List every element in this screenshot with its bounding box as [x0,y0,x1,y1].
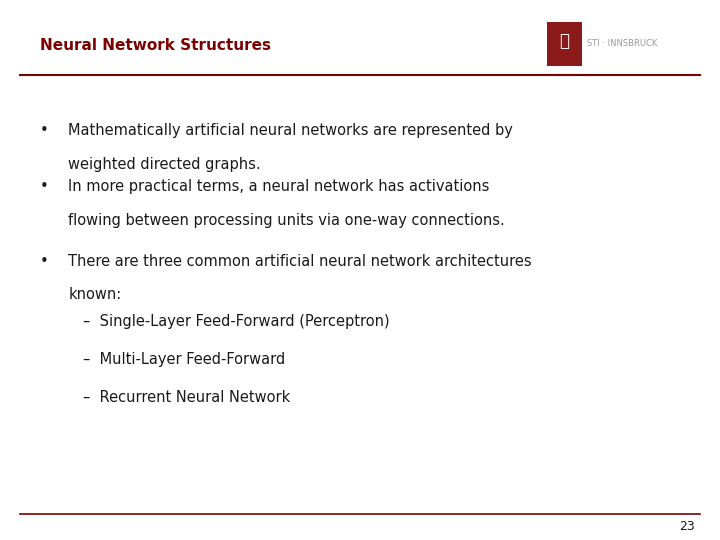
Text: ⛶: ⛶ [559,32,570,50]
Text: Mathematically artificial neural networks are represented by: Mathematically artificial neural network… [68,123,513,138]
Text: –  Multi-Layer Feed-Forward: – Multi-Layer Feed-Forward [83,352,285,367]
Text: In more practical terms, a neural network has activations: In more practical terms, a neural networ… [68,179,490,194]
Text: STI · INNSBRUCK: STI · INNSBRUCK [587,39,657,48]
Text: •: • [40,254,48,269]
Text: known:: known: [68,287,122,302]
Text: weighted directed graphs.: weighted directed graphs. [68,157,261,172]
Text: –  Single-Layer Feed-Forward (Perceptron): – Single-Layer Feed-Forward (Perceptron) [83,314,390,329]
Text: There are three common artificial neural network architectures: There are three common artificial neural… [68,254,532,269]
Text: •: • [40,179,48,194]
Text: flowing between processing units via one-way connections.: flowing between processing units via one… [68,213,505,228]
Text: 23: 23 [679,520,695,533]
Text: Neural Network Structures: Neural Network Structures [40,38,271,53]
Bar [547,22,582,66]
Text: –  Recurrent Neural Network: – Recurrent Neural Network [83,390,290,405]
Text: •: • [40,123,48,138]
